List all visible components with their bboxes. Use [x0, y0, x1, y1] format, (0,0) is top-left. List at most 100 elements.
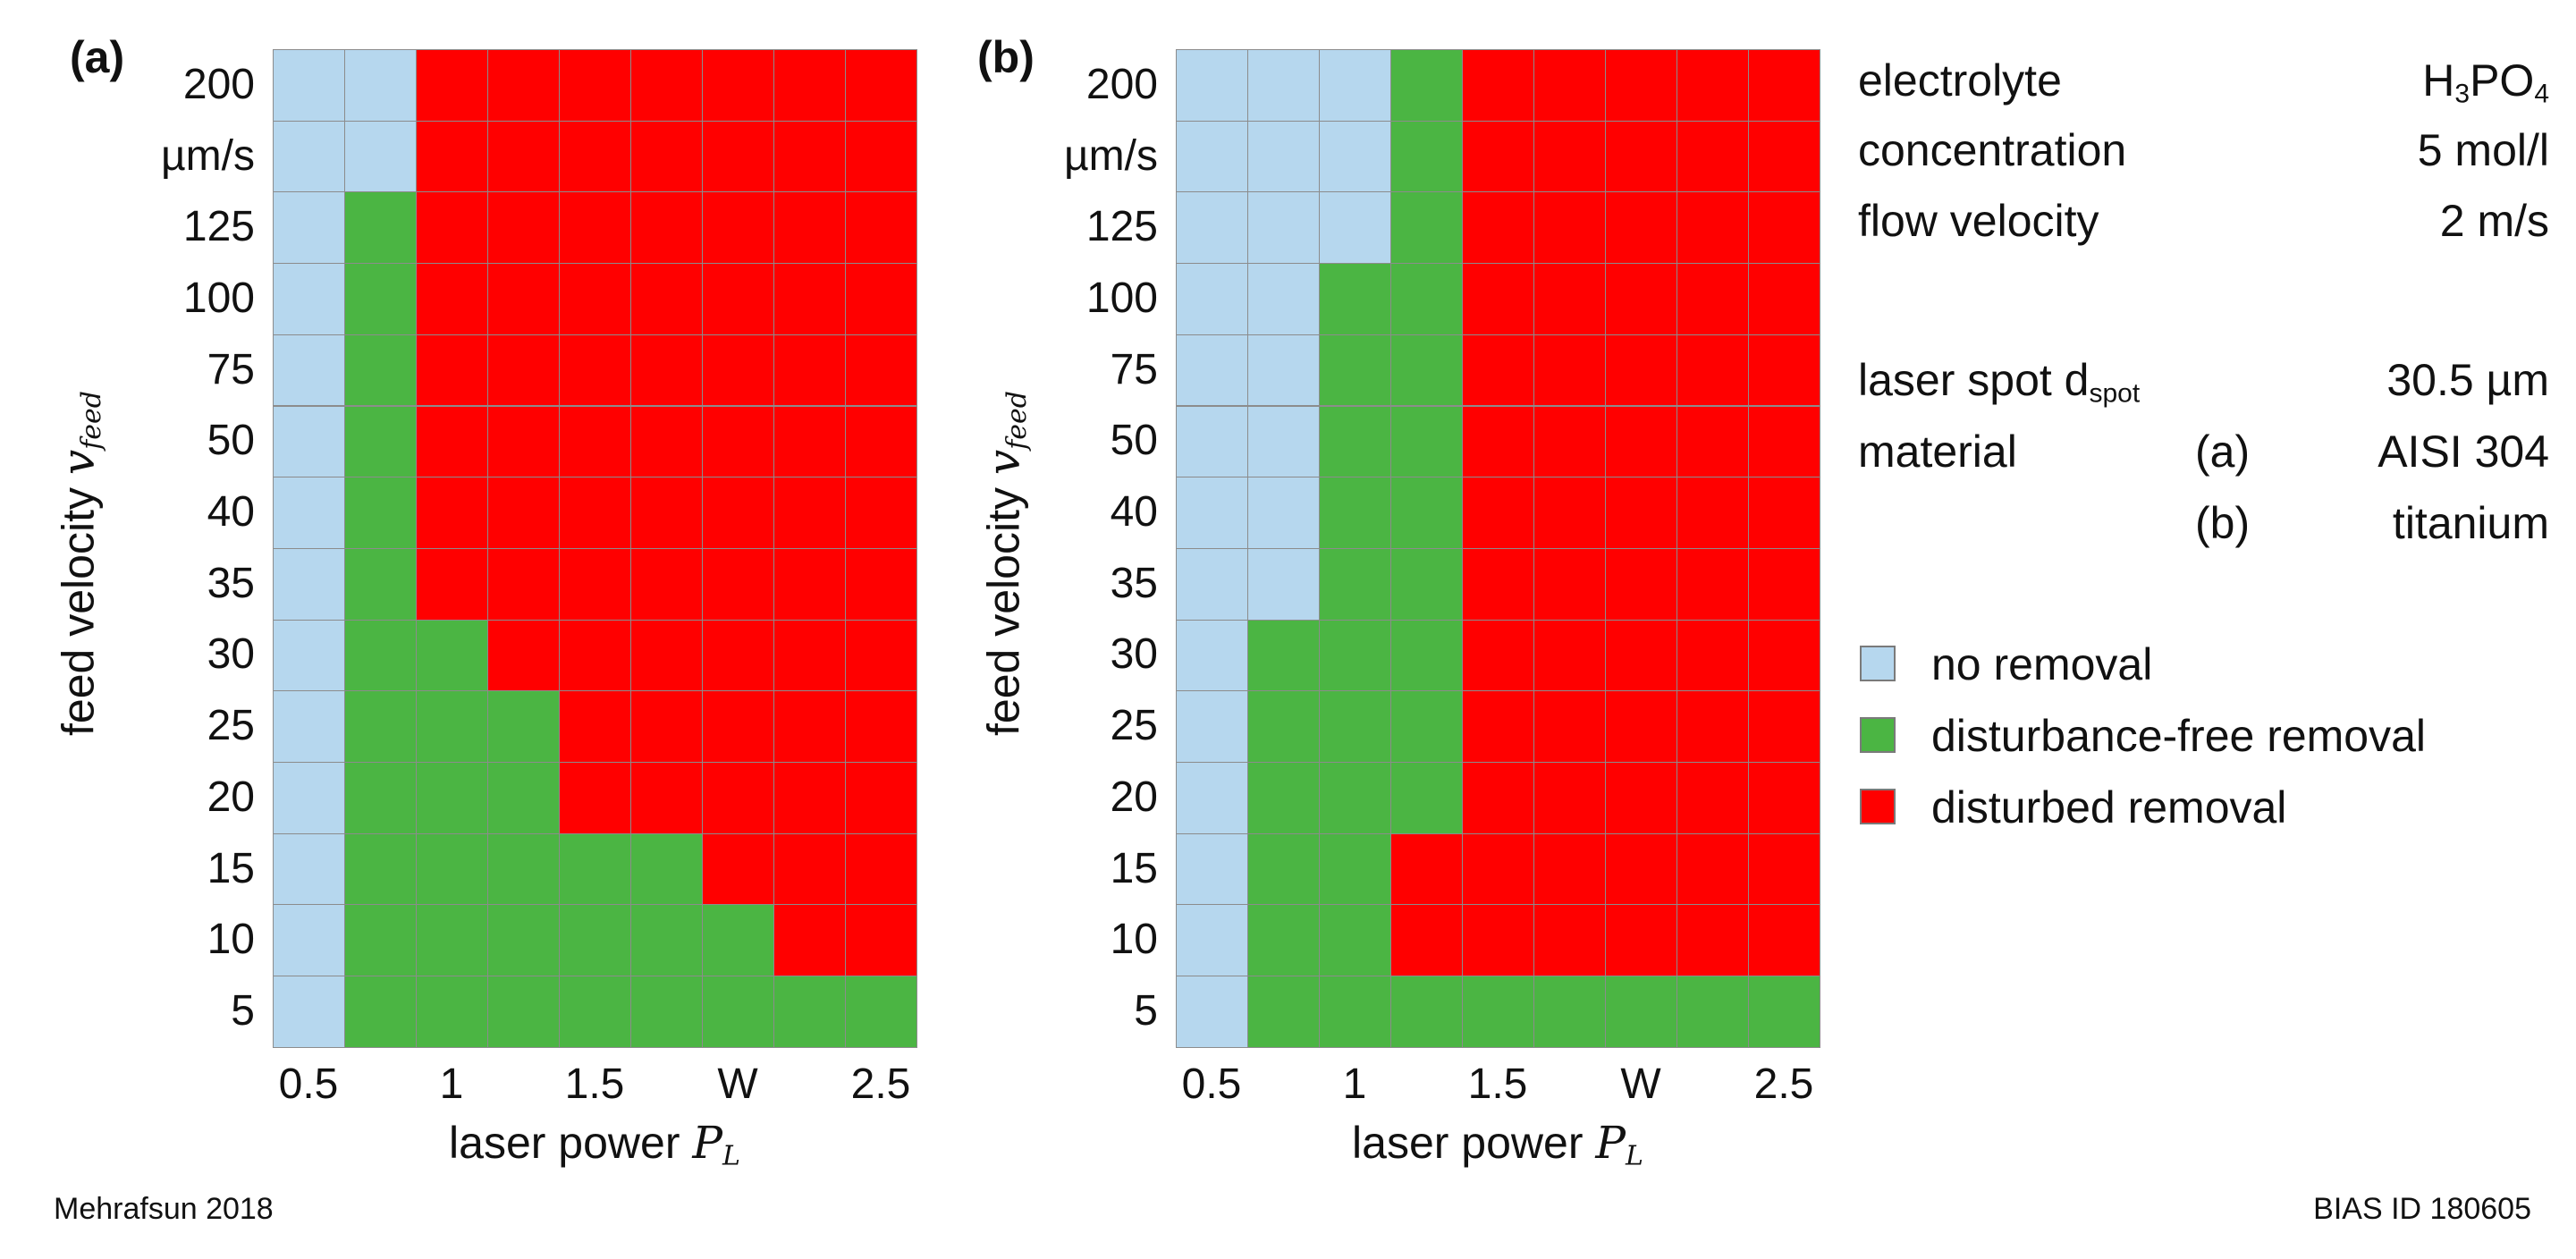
- cell-a-r9-c5-disturbed: [630, 690, 703, 763]
- y-tick-a-3: 100: [182, 274, 255, 322]
- x-tick-b-1: 1: [1342, 1060, 1367, 1108]
- cell-a-r12-c2-disturbance-free: [416, 904, 488, 977]
- y-tick-b-10: 20: [1110, 773, 1158, 821]
- param-electrolyte-label: electrolyte: [1858, 55, 2062, 106]
- cell-a-r13-c7-disturbance-free: [773, 976, 846, 1048]
- param-concentration-label: concentration: [1858, 125, 2127, 175]
- cell-b-r5-c7-disturbed: [1677, 405, 1749, 478]
- cell-a-r0-c1-no-removal: [344, 49, 417, 122]
- cell-b-r1-c8-disturbed: [1748, 120, 1820, 193]
- cell-a-r9-c7-disturbed: [773, 690, 846, 763]
- cell-a-r3-c3-disturbed: [487, 263, 560, 335]
- cell-b-r5-c3-disturbance-free: [1390, 405, 1463, 478]
- cell-a-r5-c0-no-removal: [273, 405, 345, 478]
- cell-b-r10-c4-disturbed: [1462, 762, 1534, 834]
- cell-a-r12-c5-disturbance-free: [630, 904, 703, 977]
- cell-b-r11-c6-disturbed: [1605, 832, 1677, 906]
- cell-b-r4-c4-disturbed: [1462, 334, 1534, 407]
- cell-a-r3-c8-disturbed: [845, 263, 917, 335]
- cell-a-r2-c4-disturbed: [559, 191, 631, 265]
- cell-a-r0-c3-disturbed: [487, 49, 560, 122]
- cell-b-r5-c6-disturbed: [1605, 405, 1677, 478]
- y-tick-a-1: µm/s: [161, 131, 255, 180]
- cell-a-r4-c4-disturbed: [559, 334, 631, 407]
- y-tick-b-5: 50: [1110, 417, 1158, 465]
- cell-a-r9-c8-disturbed: [845, 690, 917, 763]
- param-flow-value: 2 m/s: [2439, 196, 2549, 246]
- cell-a-r3-c1-disturbance-free: [344, 263, 417, 335]
- cell-b-r5-c2-disturbance-free: [1319, 405, 1391, 478]
- cell-a-r1-c4-disturbed: [559, 120, 631, 193]
- cell-b-r7-c7-disturbed: [1677, 547, 1749, 621]
- cell-b-r9-c7-disturbed: [1677, 690, 1749, 763]
- x-axis-label-b: laser power PL: [1352, 1117, 1643, 1172]
- cell-b-r1-c4-disturbed: [1462, 120, 1534, 193]
- cell-a-r12-c0-no-removal: [273, 904, 345, 977]
- cell-b-r9-c0-no-removal: [1176, 690, 1248, 763]
- cell-a-r11-c2-disturbance-free: [416, 832, 488, 906]
- cell-a-r8-c8-disturbed: [845, 619, 917, 692]
- cell-a-r12-c6-disturbance-free: [702, 904, 774, 977]
- cell-a-r13-c6-disturbance-free: [702, 976, 774, 1048]
- cell-b-r5-c4-disturbed: [1462, 405, 1534, 478]
- cell-b-r10-c3-disturbance-free: [1390, 762, 1463, 834]
- cell-a-r10-c1-disturbance-free: [344, 762, 417, 834]
- cell-b-r1-c2-no-removal: [1319, 120, 1391, 193]
- cell-a-r5-c1-disturbance-free: [344, 405, 417, 478]
- cell-b-r7-c1-no-removal: [1247, 547, 1320, 621]
- cell-a-r13-c8-disturbance-free: [845, 976, 917, 1048]
- cell-b-r11-c2-disturbance-free: [1319, 832, 1391, 906]
- cell-a-r6-c2-disturbed: [416, 477, 488, 549]
- cell-a-r0-c0-no-removal: [273, 49, 345, 122]
- cell-a-r9-c6-disturbed: [702, 690, 774, 763]
- cell-a-r10-c7-disturbed: [773, 762, 846, 834]
- cell-a-r5-c5-disturbed: [630, 405, 703, 478]
- cell-a-r13-c5-disturbance-free: [630, 976, 703, 1048]
- cell-a-r5-c6-disturbed: [702, 405, 774, 478]
- cell-b-r6-c6-disturbed: [1605, 477, 1677, 549]
- x-tick-b-4: 2.5: [1753, 1060, 1814, 1108]
- cell-a-r10-c5-disturbed: [630, 762, 703, 834]
- cell-b-r13-c5-disturbance-free: [1533, 976, 1606, 1048]
- cell-a-r1-c5-disturbed: [630, 120, 703, 193]
- cell-b-r10-c7-disturbed: [1677, 762, 1749, 834]
- cell-b-r3-c2-disturbance-free: [1319, 263, 1391, 335]
- cell-a-r12-c8-disturbed: [845, 904, 917, 977]
- cell-b-r13-c1-disturbance-free: [1247, 976, 1320, 1048]
- cell-a-r8-c7-disturbed: [773, 619, 846, 692]
- x-tick-a-1: 1: [439, 1060, 464, 1108]
- cell-b-r0-c3-disturbance-free: [1390, 49, 1463, 122]
- cell-b-r8-c0-no-removal: [1176, 619, 1248, 692]
- cell-b-r0-c1-no-removal: [1247, 49, 1320, 122]
- y-tick-b-4: 75: [1110, 345, 1158, 393]
- y-tick-a-13: 5: [231, 986, 255, 1035]
- x-tick-a-4: 2.5: [850, 1060, 911, 1108]
- param-spot-label: laser spot dspot: [1858, 355, 2141, 409]
- cell-a-r7-c8-disturbed: [845, 547, 917, 621]
- y-tick-a-8: 30: [207, 630, 255, 679]
- cell-b-r5-c8-disturbed: [1748, 405, 1820, 478]
- cell-b-r5-c5-disturbed: [1533, 405, 1606, 478]
- cell-a-r9-c0-no-removal: [273, 690, 345, 763]
- cell-b-r9-c2-disturbance-free: [1319, 690, 1391, 763]
- y-tick-b-8: 30: [1110, 630, 1158, 679]
- y-tick-a-0: 200: [182, 60, 255, 108]
- cell-a-r9-c2-disturbance-free: [416, 690, 488, 763]
- cell-b-r2-c8-disturbed: [1748, 191, 1820, 265]
- cell-a-r7-c5-disturbed: [630, 547, 703, 621]
- cell-a-r0-c5-disturbed: [630, 49, 703, 122]
- cell-a-r5-c4-disturbed: [559, 405, 631, 478]
- cell-b-r7-c2-disturbance-free: [1319, 547, 1391, 621]
- cell-a-r2-c0-no-removal: [273, 191, 345, 265]
- cell-b-r10-c1-disturbance-free: [1247, 762, 1320, 834]
- cell-b-r13-c4-disturbance-free: [1462, 976, 1534, 1048]
- cell-b-r12-c5-disturbed: [1533, 904, 1606, 977]
- param-flow-label: flow velocity: [1858, 196, 2099, 246]
- cell-a-r7-c4-disturbed: [559, 547, 631, 621]
- cell-b-r12-c6-disturbed: [1605, 904, 1677, 977]
- cell-a-r1-c6-disturbed: [702, 120, 774, 193]
- cell-a-r12-c7-disturbed: [773, 904, 846, 977]
- cell-a-r7-c7-disturbed: [773, 547, 846, 621]
- cell-b-r13-c6-disturbance-free: [1605, 976, 1677, 1048]
- cell-a-r12-c4-disturbance-free: [559, 904, 631, 977]
